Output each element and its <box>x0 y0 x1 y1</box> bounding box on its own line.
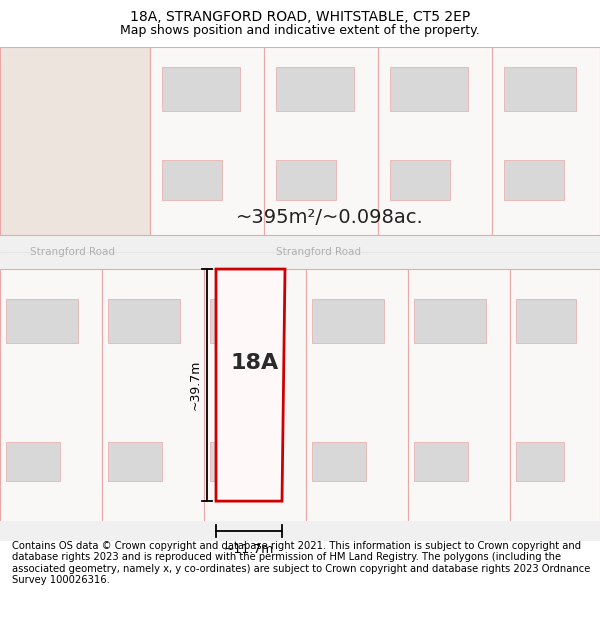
Bar <box>210 299 282 343</box>
Bar <box>306 269 408 541</box>
Text: Contains OS data © Crown copyright and database right 2021. This information is : Contains OS data © Crown copyright and d… <box>12 541 590 586</box>
Bar <box>162 161 222 200</box>
Bar <box>0 234 600 269</box>
Bar <box>0 269 102 541</box>
Bar <box>0 521 600 541</box>
Text: ~395m²/~0.098ac.: ~395m²/~0.098ac. <box>236 208 424 227</box>
Bar <box>150 47 264 234</box>
Bar <box>414 442 468 481</box>
Bar <box>264 47 378 234</box>
Bar <box>108 299 180 343</box>
Bar <box>378 47 492 234</box>
Text: 18A: 18A <box>231 353 279 373</box>
Bar <box>492 47 600 234</box>
Bar <box>510 269 600 541</box>
Bar <box>516 442 564 481</box>
Bar <box>312 442 366 481</box>
Text: Strangford Road: Strangford Road <box>29 247 115 257</box>
Text: ~11.7m: ~11.7m <box>224 543 274 556</box>
Bar <box>162 67 240 111</box>
Text: Strangford Road: Strangford Road <box>275 247 361 257</box>
Bar <box>408 269 510 541</box>
Bar <box>276 67 354 111</box>
Bar <box>312 299 384 343</box>
Bar <box>210 442 264 481</box>
Bar <box>0 47 150 234</box>
Text: ~39.7m: ~39.7m <box>188 360 202 410</box>
Bar <box>390 67 468 111</box>
Bar <box>102 269 204 541</box>
Bar <box>504 161 564 200</box>
Polygon shape <box>216 269 285 501</box>
Bar <box>516 299 576 343</box>
Text: 18A, STRANGFORD ROAD, WHITSTABLE, CT5 2EP: 18A, STRANGFORD ROAD, WHITSTABLE, CT5 2E… <box>130 10 470 24</box>
Bar <box>390 161 450 200</box>
Text: Map shows position and indicative extent of the property.: Map shows position and indicative extent… <box>120 24 480 36</box>
Bar <box>6 299 78 343</box>
Bar <box>504 67 576 111</box>
Bar <box>276 161 336 200</box>
Bar <box>108 442 162 481</box>
Bar <box>414 299 486 343</box>
Bar <box>6 442 60 481</box>
Bar <box>204 269 306 541</box>
